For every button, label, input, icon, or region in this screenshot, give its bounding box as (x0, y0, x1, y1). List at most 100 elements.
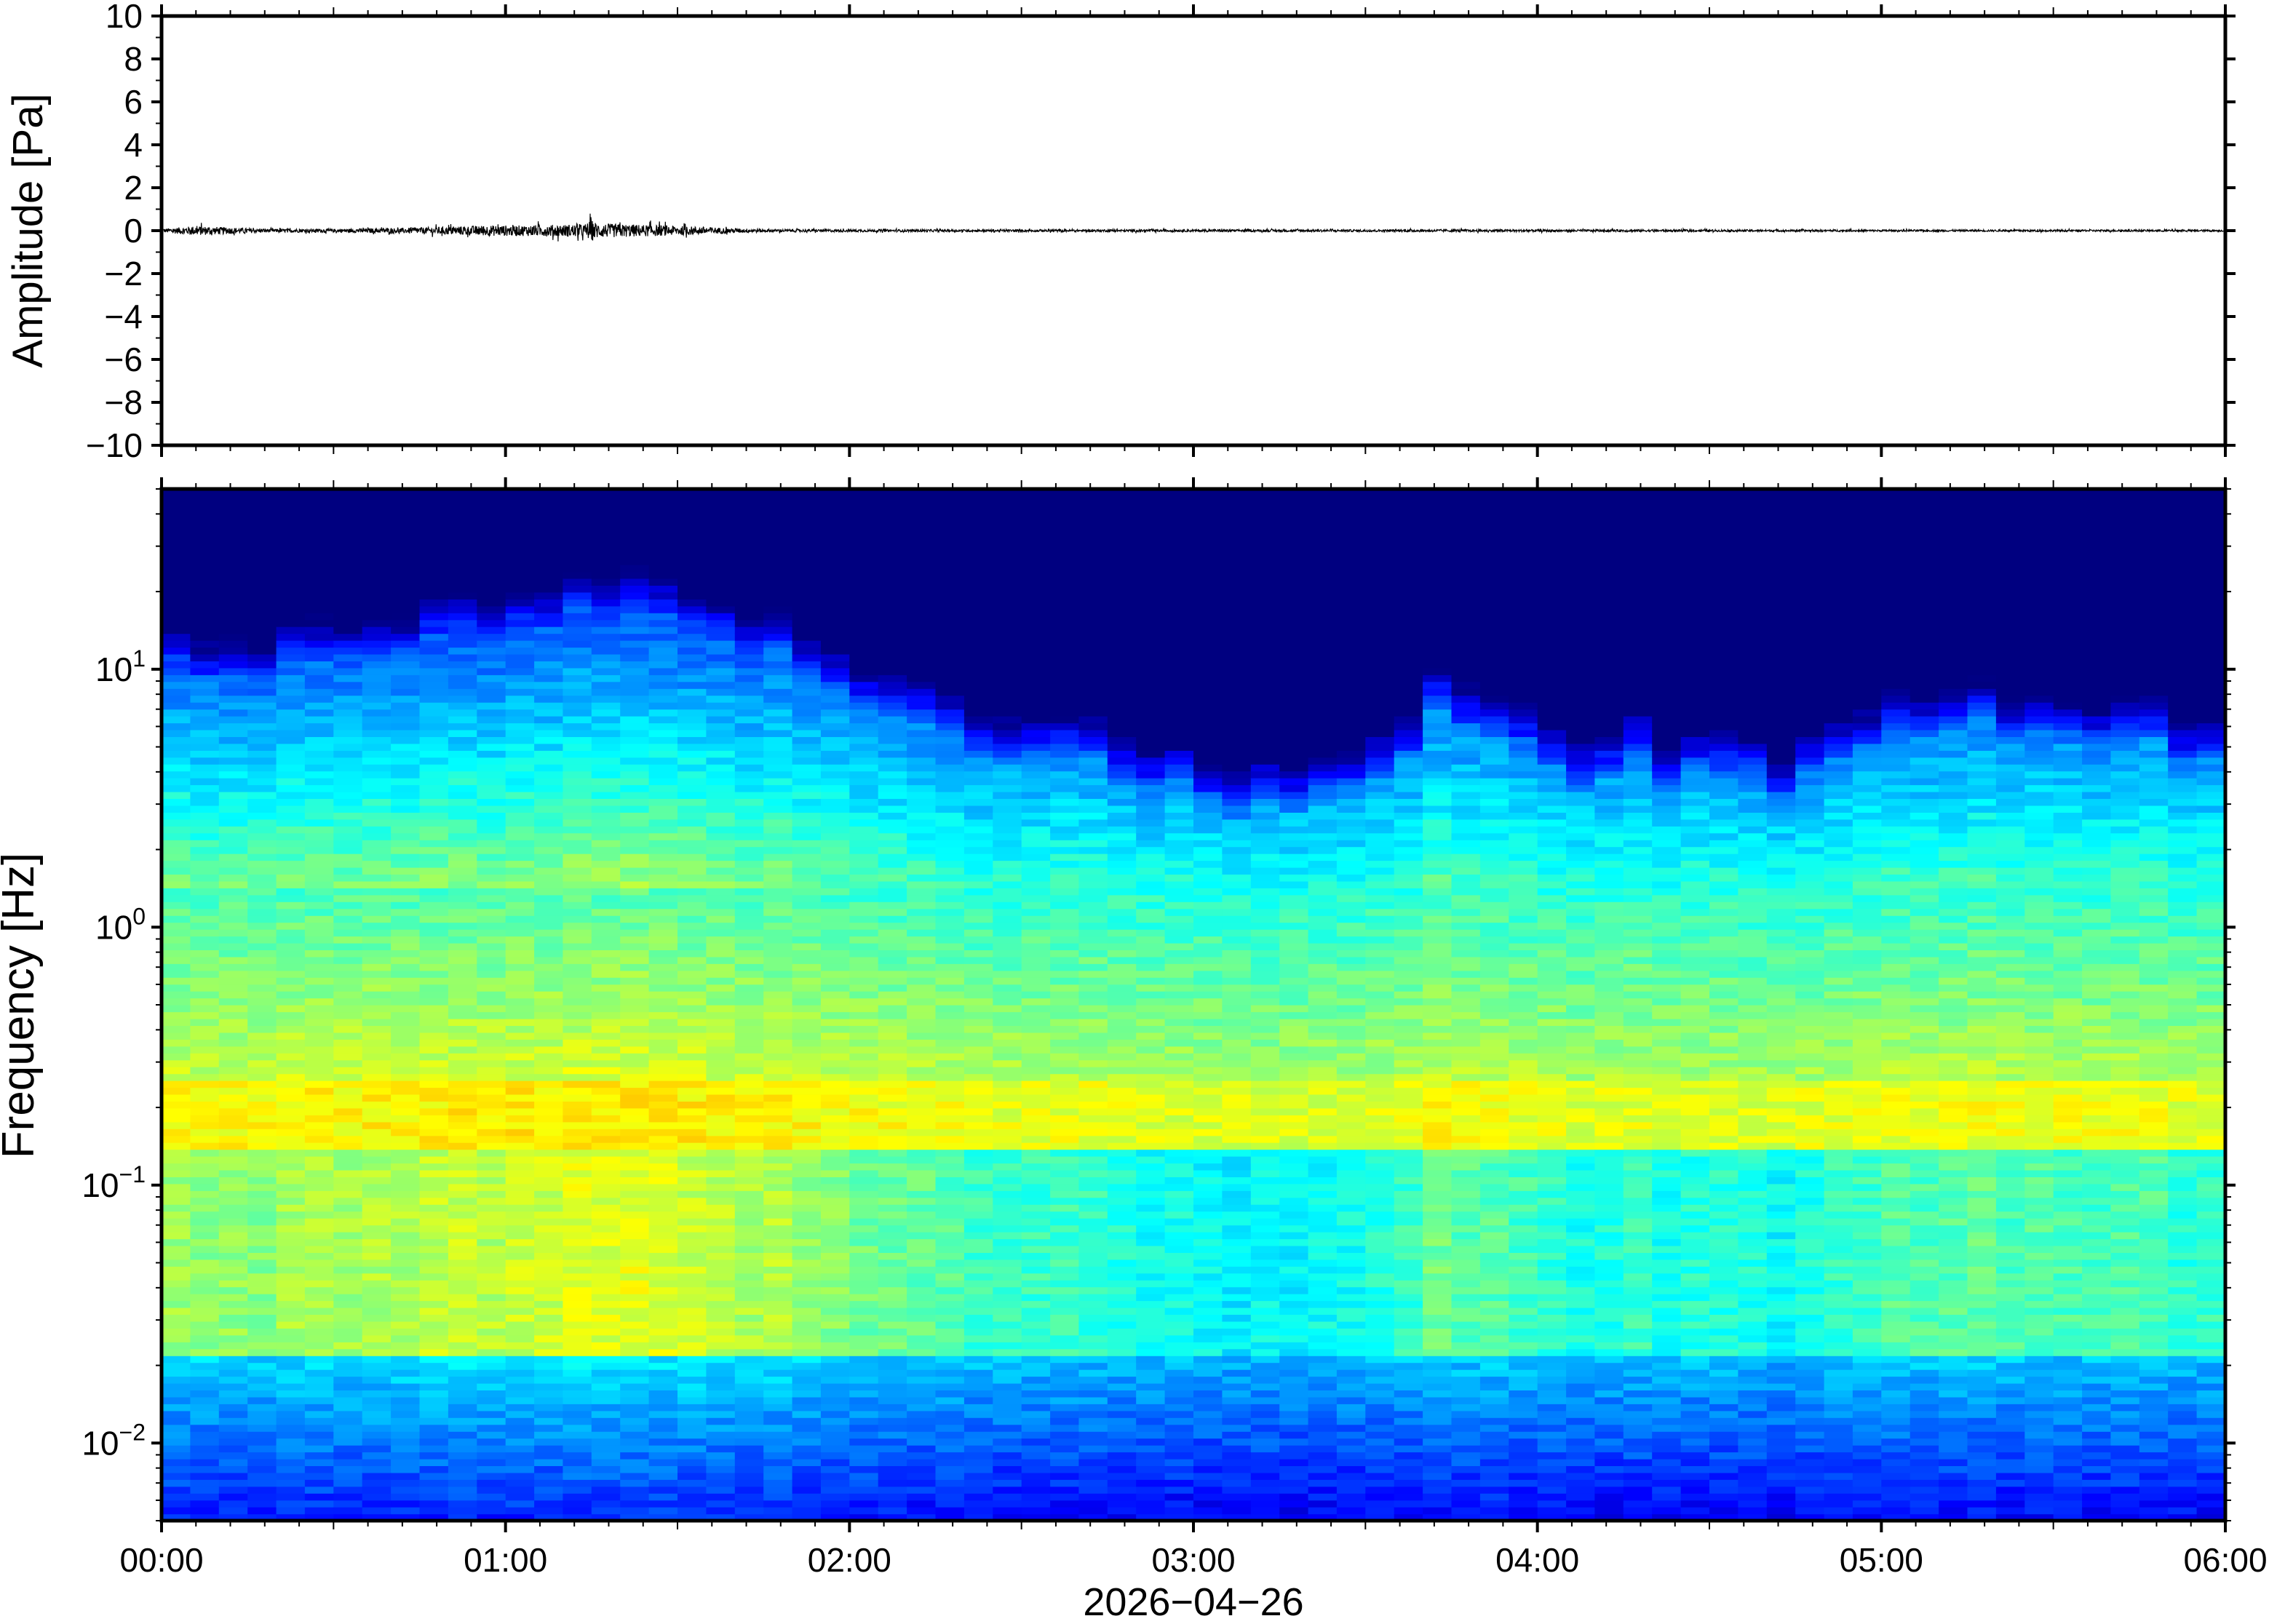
spectrogram-cell (878, 1307, 907, 1315)
spectrogram-cell (648, 1404, 678, 1412)
spectrogram-cell (362, 1232, 392, 1240)
spectrogram-cell (505, 1396, 535, 1404)
spectrogram-cell (1050, 1252, 1080, 1260)
spectrogram-cell (362, 489, 392, 497)
spectrogram-cell (907, 1362, 937, 1370)
spectrogram-cell (763, 922, 793, 930)
spectrogram-cell (333, 894, 363, 902)
spectrogram-cell (935, 832, 965, 840)
spectrogram-cell (362, 1121, 392, 1129)
spectrogram-cell (648, 723, 678, 731)
spectrogram-cell (907, 653, 937, 661)
spectrogram-cell (448, 640, 477, 648)
spectrogram-cell (620, 1046, 650, 1054)
spectrogram-cell (448, 1362, 477, 1370)
spectrogram-cell (792, 633, 822, 641)
spectrogram-cell (247, 502, 277, 510)
spectrogram-cell (333, 805, 363, 813)
spectrogram-cell (963, 1404, 993, 1412)
spectrogram-cell (362, 729, 392, 737)
spectrogram-cell (304, 1142, 334, 1150)
spectrogram-cell (333, 1087, 363, 1095)
spectrogram-cell (162, 1101, 191, 1109)
spectrogram-cell (963, 1025, 993, 1033)
spectrogram-cell (362, 998, 392, 1006)
spectrogram-cell (849, 688, 879, 696)
spectrogram-cell (1021, 922, 1051, 930)
spectrogram-cell (792, 970, 822, 978)
spectrogram-cell (304, 1107, 334, 1115)
spectrogram-cell (963, 688, 993, 696)
spectrogram-cell (276, 1342, 306, 1350)
spectrogram-cell (935, 605, 965, 613)
spectrogram-cell (620, 1218, 650, 1226)
spectrogram-cell (534, 984, 564, 992)
spectrogram-cell (591, 1245, 621, 1253)
spectrogram-cell (362, 551, 392, 559)
spectrogram-cell (276, 1390, 306, 1398)
spectrogram-cell (1021, 1053, 1051, 1061)
spectrogram-cell (276, 502, 306, 510)
spectrogram-cell (734, 1115, 764, 1123)
spectrogram-cell (620, 1232, 650, 1240)
spectrogram-cell (677, 1286, 707, 1294)
spectrogram-cell (362, 1452, 392, 1460)
spectrogram-cell (563, 709, 592, 717)
spectrogram-cell (1050, 495, 1080, 503)
spectrogram-cell (993, 544, 1022, 552)
spectrogram-cell (505, 1011, 535, 1019)
spectrogram-cell (505, 489, 535, 497)
spectrogram-cell (162, 1149, 191, 1157)
spectrogram-cell (419, 750, 449, 758)
spectrogram-cell (677, 819, 707, 827)
spectrogram-cell (1021, 1204, 1051, 1212)
spectrogram-cell (820, 1259, 850, 1267)
spectrogram-cell (218, 1458, 248, 1466)
spectrogram-cell (362, 723, 392, 731)
spectrogram-cell (534, 681, 564, 689)
spectrogram-cell (993, 1356, 1022, 1364)
spectrogram-cell (820, 771, 850, 779)
spectrogram-cell (247, 1417, 277, 1425)
spectrogram-cell (1050, 674, 1080, 682)
spectrogram-cell (563, 977, 592, 985)
spectrogram-cell (849, 1259, 879, 1267)
spectrogram-cell (419, 1211, 449, 1219)
spectrogram-cell (993, 901, 1022, 909)
spectrogram-cell (963, 605, 993, 613)
spectrogram-cell (620, 571, 650, 579)
spectrogram-cell (993, 1513, 1022, 1521)
spectrogram-cell (648, 495, 678, 503)
spectrogram-cell (591, 1005, 621, 1013)
spectrogram-cell (276, 688, 306, 696)
spectrogram-cell (1050, 977, 1080, 985)
spectrogram-cell (190, 963, 220, 971)
spectrogram-cell (362, 853, 392, 861)
spectrogram-cell (247, 1356, 277, 1364)
spectrogram-cell (563, 1025, 592, 1033)
spectrogram-cell (1050, 1438, 1080, 1446)
spectrogram-cell (247, 723, 277, 731)
spectrogram-cell (247, 888, 277, 896)
spectrogram-cell (849, 1080, 879, 1088)
spectrogram-cell (362, 681, 392, 689)
spectrogram-cell (1050, 1121, 1080, 1129)
spectrogram-cell (333, 1053, 363, 1061)
spectrogram-cell (993, 1404, 1022, 1412)
spectrogram-cell (763, 784, 793, 792)
spectrogram-cell (218, 729, 248, 737)
spectrogram-cell (534, 1073, 564, 1081)
spectrogram-cell (1021, 578, 1051, 586)
spectrogram-cell (276, 1046, 306, 1054)
spectrogram-cell (591, 1204, 621, 1212)
spectrogram-cell (419, 557, 449, 565)
spectrogram-cell (935, 674, 965, 682)
spectrogram-cell (935, 764, 965, 772)
spectrogram-cell (935, 626, 965, 634)
spectrogram-cell (218, 991, 248, 999)
spectrogram-cell (1021, 633, 1051, 641)
spectrogram-cell (820, 613, 850, 621)
spectrogram-cell (763, 1266, 793, 1274)
spectrogram-cell (190, 626, 220, 634)
spectrogram-cell (247, 805, 277, 813)
